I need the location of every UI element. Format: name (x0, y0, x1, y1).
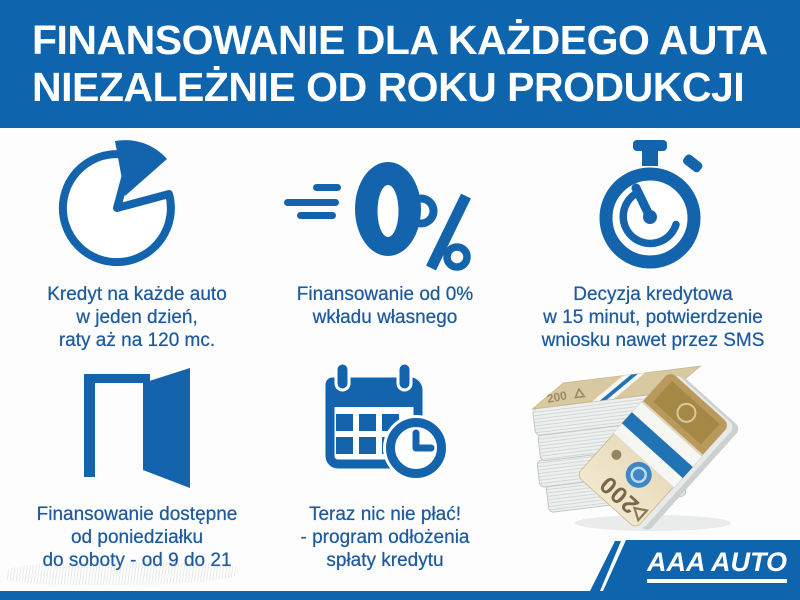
header-title-line-2: NIEZALEŻNIE OD ROKU PRODUKCJI (32, 64, 745, 110)
calendar-clock-icon (325, 361, 449, 481)
caption-line: Decyzja kredytowa (573, 284, 733, 305)
feature-deferral-caption: Teraz nic nie płać! - program odłożenia … (275, 503, 495, 572)
caption-line: spłaty kredytu (326, 550, 444, 571)
caption-line: Kredyt na każde auto (47, 284, 227, 305)
header-title-line-1: FINANSOWANIE DLA KAŻDEGO AUTA (32, 17, 768, 63)
feature-availability-caption: Finansowanie dostępne od poniedziałku do… (27, 503, 247, 572)
caption-line: - program odłożenia (300, 527, 470, 548)
caption-line: w 15 minut, potwierdzenie (543, 307, 763, 328)
zero-percent-icon (284, 162, 471, 271)
feature-decision-caption: Decyzja kredytowa w 15 minut, potwierdze… (533, 283, 773, 352)
bottom-blue-strip (0, 591, 800, 600)
hologram-emblem (625, 461, 652, 488)
leaning-banknote-bundle: 200 (578, 373, 739, 530)
pie-chart-icon (58, 140, 175, 267)
caption-line: wniosku nawet przez SMS (541, 330, 765, 351)
feature-zero-percent-caption: Finansowanie od 0% wkładu własnego (275, 283, 495, 329)
photo-watermark (6, 562, 238, 585)
caption-line: Finansowanie dostępne (36, 504, 238, 525)
header-banner: FINANSOWANIE DLA KAŻDEGO AUTA NIEZALEŻNI… (0, 0, 800, 128)
caption-line: Finansowanie od 0% (296, 284, 474, 305)
caption-line: raty aż na 120 mc. (58, 330, 216, 351)
open-door-icon (84, 368, 190, 488)
caption-line: do soboty - od 9 do 21 (42, 550, 232, 571)
pie-slice (115, 140, 167, 196)
door-leaf (143, 368, 190, 488)
bundle-band-stripe (621, 412, 693, 479)
caption-line: w jeden dzień, (76, 307, 198, 328)
money-stacks-photo: 200 200 (531, 365, 739, 531)
caption-line: Teraz nic nie płać! (308, 504, 462, 525)
aaa-auto-logo-text: AAA AUTO (647, 549, 787, 583)
clock-hands (412, 429, 435, 452)
stopwatch-icon (599, 140, 703, 269)
caption-line: wkładu własnego (312, 307, 458, 328)
banknote-value-top: 200 (546, 388, 569, 406)
feature-credit-caption: Kredyt na każde auto w jeden dzień, raty… (27, 283, 247, 352)
caption-line: od poniedziałku (70, 527, 204, 548)
